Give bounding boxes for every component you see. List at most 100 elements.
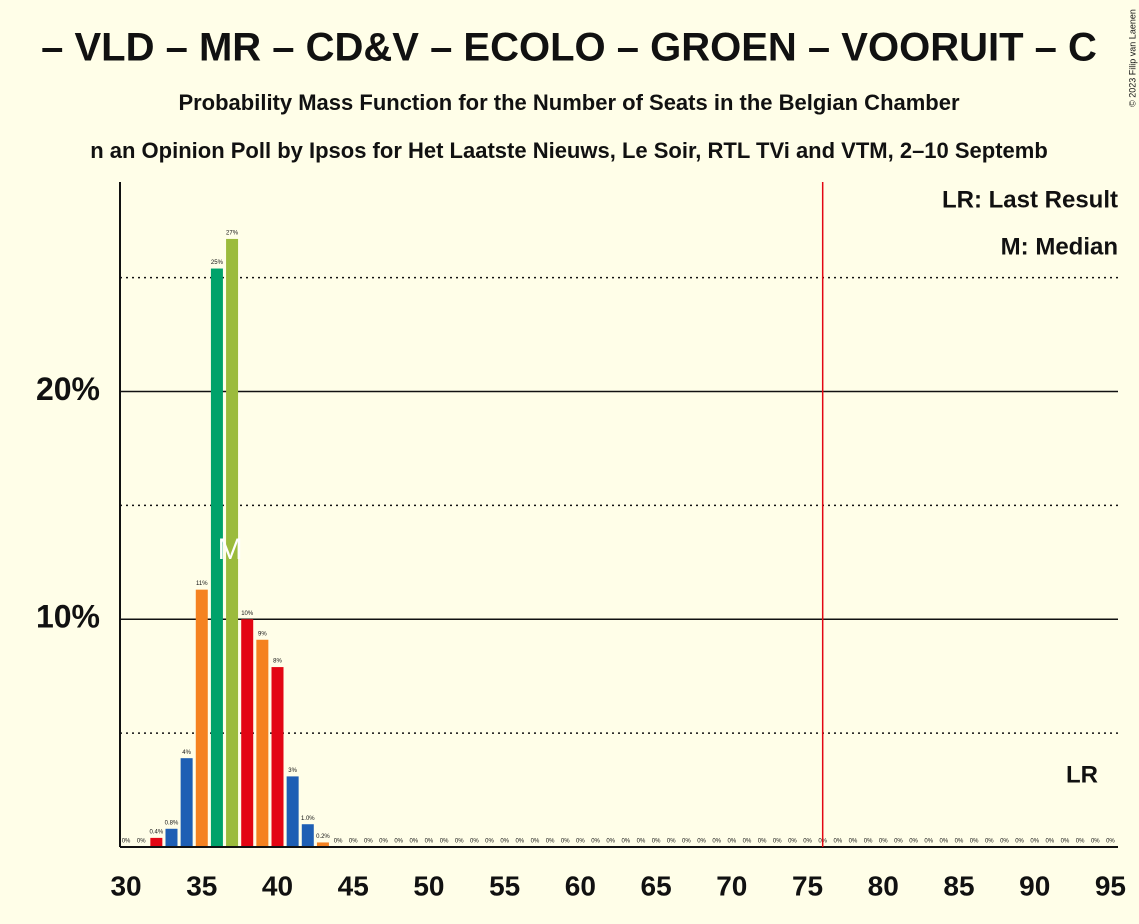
bar xyxy=(316,842,329,847)
x-tick-label: 40 xyxy=(262,870,293,901)
value-label: 25% xyxy=(211,260,224,266)
value-label: 0% xyxy=(667,839,676,845)
value-label: 0% xyxy=(1030,839,1039,845)
value-label: 0% xyxy=(394,839,403,845)
value-label: 0% xyxy=(773,839,782,845)
value-label: 0% xyxy=(864,839,873,845)
value-label: 0% xyxy=(652,839,661,845)
x-tick-label: 60 xyxy=(565,870,596,901)
value-label: 0% xyxy=(1091,839,1100,845)
value-label: 0% xyxy=(1000,839,1009,845)
value-label: 0.4% xyxy=(150,829,164,835)
value-label: 0% xyxy=(712,839,721,845)
value-label: 0% xyxy=(591,839,600,845)
value-label: 0% xyxy=(788,839,797,845)
value-label: 0% xyxy=(758,839,767,845)
x-tick-label: 70 xyxy=(716,870,747,901)
x-tick-label: 85 xyxy=(943,870,974,901)
x-tick-label: 55 xyxy=(489,870,520,901)
x-tick-label: 45 xyxy=(338,870,369,901)
value-label: 0% xyxy=(546,839,555,845)
value-label: 0% xyxy=(682,839,691,845)
value-label: 0% xyxy=(1061,839,1070,845)
y-tick-label: 10% xyxy=(36,599,100,635)
value-label: 0% xyxy=(576,839,585,845)
legend-entry: LR: Last Result xyxy=(942,186,1118,213)
bar xyxy=(195,589,208,847)
chart-subtitle: Probability Mass Function for the Number… xyxy=(178,90,960,115)
value-label: 0% xyxy=(743,839,752,845)
value-label: 0.2% xyxy=(316,834,330,840)
value-label: 0% xyxy=(455,839,464,845)
value-label: 0% xyxy=(485,839,494,845)
x-tick-label: 65 xyxy=(641,870,672,901)
value-label: 0% xyxy=(137,839,146,845)
bar xyxy=(256,639,269,847)
value-label: 0% xyxy=(803,839,812,845)
value-label: 0% xyxy=(500,839,509,845)
copyright: © 2023 Filip van Laenen xyxy=(1127,9,1137,107)
value-label: 0% xyxy=(970,839,979,845)
chart-title: – VLD – MR – CD&V – ECOLO – GROEN – VOOR… xyxy=(41,26,1097,70)
x-tick-label: 80 xyxy=(868,870,899,901)
value-label: 0% xyxy=(697,839,706,845)
x-tick-label: 75 xyxy=(792,870,823,901)
value-label: 0% xyxy=(985,839,994,845)
value-label: 9% xyxy=(258,631,267,637)
value-label: 0% xyxy=(924,839,933,845)
bar xyxy=(301,824,314,847)
value-label: 0% xyxy=(955,839,964,845)
value-label: 27% xyxy=(226,231,239,237)
bar xyxy=(210,268,223,847)
value-label: 0% xyxy=(349,839,358,845)
value-label: 0% xyxy=(409,839,418,845)
value-label: 0% xyxy=(561,839,570,845)
value-label: 0% xyxy=(621,839,630,845)
bar xyxy=(165,828,178,847)
value-label: 0% xyxy=(1076,839,1085,845)
value-label: 0% xyxy=(879,839,888,845)
x-tick-label: 90 xyxy=(1019,870,1050,901)
value-label: 8% xyxy=(273,659,282,665)
last-result-label: LR xyxy=(1066,761,1098,788)
value-label: 1.0% xyxy=(301,816,315,822)
x-tick-label: 95 xyxy=(1095,870,1126,901)
bar xyxy=(271,667,284,847)
y-tick-label: 20% xyxy=(36,371,100,407)
value-label: 0% xyxy=(379,839,388,845)
value-label: 0% xyxy=(1106,839,1115,845)
bar xyxy=(150,837,163,847)
bar xyxy=(286,776,299,847)
value-label: 0% xyxy=(334,839,343,845)
median-marker: M xyxy=(218,533,243,566)
value-label: 0% xyxy=(1046,839,1055,845)
value-label: 3% xyxy=(288,768,297,774)
value-label: 4% xyxy=(182,750,191,756)
value-label: 0% xyxy=(122,839,131,845)
chart-caption: n an Opinion Poll by Ipsos for Het Laats… xyxy=(90,138,1048,163)
value-label: 0% xyxy=(940,839,949,845)
value-label: 0% xyxy=(1015,839,1024,845)
value-label: 11% xyxy=(196,581,208,587)
bar xyxy=(226,238,239,847)
value-label: 0% xyxy=(637,839,646,845)
value-label: 0% xyxy=(470,839,479,845)
x-tick-label: 30 xyxy=(110,870,141,901)
value-label: 0% xyxy=(727,839,736,845)
value-label: 0.8% xyxy=(165,820,179,826)
value-label: 10% xyxy=(241,611,254,617)
x-tick-label: 50 xyxy=(413,870,444,901)
value-label: 0% xyxy=(909,839,918,845)
value-label: 0% xyxy=(425,839,434,845)
value-label: 0% xyxy=(849,839,858,845)
value-label: 0% xyxy=(515,839,524,845)
value-label: 0% xyxy=(531,839,540,845)
value-label: 0% xyxy=(833,839,842,845)
value-label: 0% xyxy=(364,839,373,845)
value-label: 0% xyxy=(440,839,449,845)
bar xyxy=(180,758,193,847)
legend-entry: M: Median xyxy=(1001,233,1118,260)
value-label: 0% xyxy=(606,839,615,845)
bar xyxy=(241,619,254,847)
